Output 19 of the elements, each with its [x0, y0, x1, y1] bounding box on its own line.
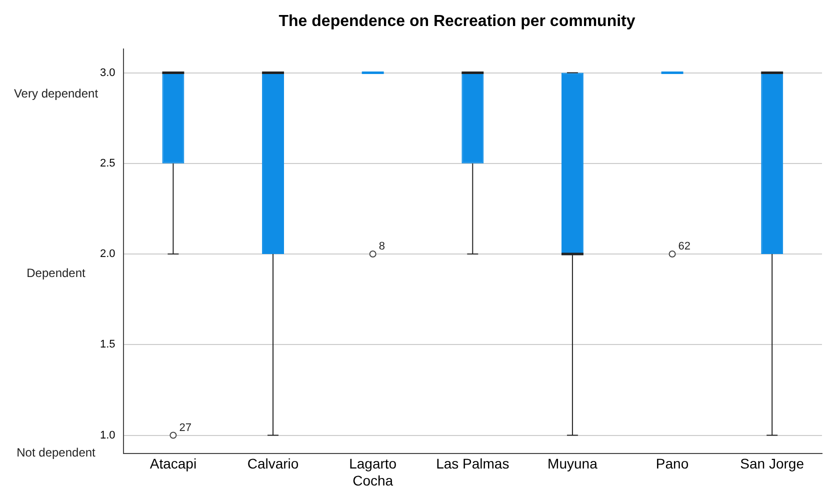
x-tick-label: Atacapi [150, 456, 197, 472]
x-tick-label: Calvario [247, 456, 299, 472]
y-tick-label: 3.0 [100, 66, 116, 79]
x-tick-label: Pano [656, 456, 689, 472]
x-tick-label: Lagarto Cocha [349, 456, 397, 488]
annotation: 8 [378, 240, 385, 253]
text: Very dependent [14, 86, 99, 101]
annotation: 27 [179, 422, 192, 434]
x-tick-label: Las Palmas [436, 456, 510, 472]
x-tick-label: Muyuna [548, 456, 598, 472]
text: Dependent [26, 266, 86, 280]
y-tick-label: 2.5 [100, 157, 116, 170]
annotation: 62 [678, 240, 691, 253]
x-tick-label: San Jorge [740, 456, 804, 472]
y-tick-label: 2.0 [100, 248, 116, 260]
chart-title: The dependence on Recreation per community [278, 13, 636, 30]
y-tick-label: 1.0 [100, 429, 116, 442]
text: Not dependent [16, 446, 96, 460]
y-tick-label: 1.5 [100, 338, 116, 351]
